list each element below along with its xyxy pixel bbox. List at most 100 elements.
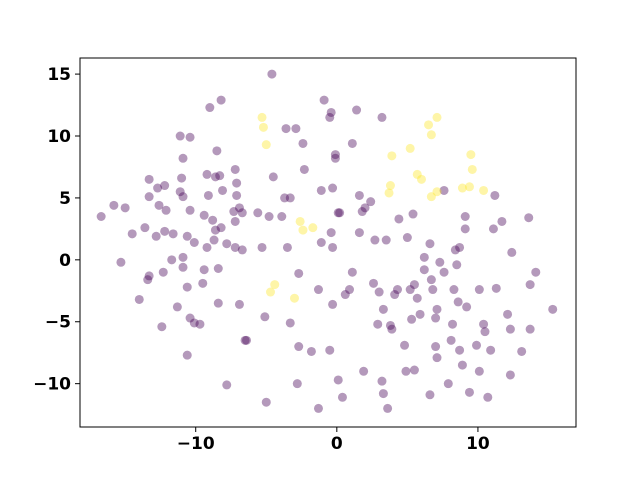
point <box>215 171 225 181</box>
point <box>525 280 535 290</box>
point <box>383 403 393 413</box>
point <box>237 245 247 255</box>
point <box>439 267 449 277</box>
point <box>474 366 484 376</box>
point <box>285 318 295 328</box>
point <box>292 379 302 389</box>
point <box>198 278 208 288</box>
y-tick-label: 5 <box>59 189 71 209</box>
point <box>316 185 326 195</box>
point <box>486 345 496 355</box>
point <box>387 324 397 334</box>
point <box>425 239 435 249</box>
point <box>503 309 513 319</box>
point <box>472 340 482 350</box>
point <box>154 200 164 210</box>
point <box>385 181 395 191</box>
point <box>402 233 412 243</box>
point <box>354 190 364 200</box>
point <box>328 242 338 252</box>
point <box>381 235 391 245</box>
point <box>370 235 380 245</box>
point <box>185 313 195 323</box>
point <box>507 247 517 257</box>
point <box>232 178 242 188</box>
point <box>109 200 119 210</box>
point <box>419 265 429 275</box>
point <box>178 192 188 202</box>
point <box>167 255 177 265</box>
point <box>127 229 137 239</box>
point <box>268 172 278 182</box>
point <box>337 392 347 402</box>
point <box>443 379 453 389</box>
point <box>460 224 470 234</box>
plot-frame <box>79 57 577 428</box>
point <box>415 309 425 319</box>
point <box>328 299 338 309</box>
point <box>401 366 411 376</box>
point <box>416 174 426 184</box>
point <box>298 138 308 148</box>
point <box>195 319 205 329</box>
point <box>240 335 250 345</box>
point <box>488 224 498 234</box>
point <box>210 172 220 182</box>
point <box>377 376 387 386</box>
point <box>199 210 209 220</box>
point <box>158 267 168 277</box>
point <box>392 285 402 295</box>
point <box>457 360 467 370</box>
point <box>298 225 308 235</box>
point <box>394 214 404 224</box>
point <box>431 342 441 352</box>
point <box>189 238 199 247</box>
point <box>467 164 477 174</box>
point <box>316 238 326 247</box>
point <box>281 124 291 134</box>
point <box>264 211 274 221</box>
point <box>408 209 418 219</box>
y-tick-label: −10 <box>33 375 71 395</box>
point <box>405 143 415 153</box>
point <box>209 235 219 245</box>
point <box>385 320 395 330</box>
point <box>360 203 370 213</box>
point <box>313 285 323 295</box>
point <box>140 223 150 233</box>
point <box>234 203 244 213</box>
point <box>153 183 163 193</box>
point <box>172 302 182 312</box>
x-tick-label: 0 <box>331 434 343 454</box>
point <box>229 207 239 217</box>
point <box>178 153 188 163</box>
point <box>234 299 244 309</box>
point <box>412 169 422 179</box>
point <box>253 208 263 218</box>
point <box>326 228 336 238</box>
y-tick-label: −5 <box>45 313 71 333</box>
point <box>313 403 323 413</box>
point <box>277 211 287 221</box>
point <box>432 187 442 197</box>
point <box>425 390 435 400</box>
point <box>265 287 275 297</box>
point <box>177 173 187 183</box>
point <box>143 275 153 285</box>
point <box>203 190 213 200</box>
point <box>202 242 212 252</box>
point <box>400 340 410 350</box>
point <box>258 122 268 132</box>
point <box>325 112 335 122</box>
point <box>294 268 304 278</box>
point <box>464 182 474 192</box>
point <box>347 267 357 277</box>
point <box>199 265 209 275</box>
point <box>178 262 188 272</box>
point <box>213 298 223 308</box>
point <box>466 150 476 160</box>
point <box>319 95 329 105</box>
point <box>531 267 541 277</box>
point <box>168 229 178 239</box>
point <box>505 324 515 334</box>
